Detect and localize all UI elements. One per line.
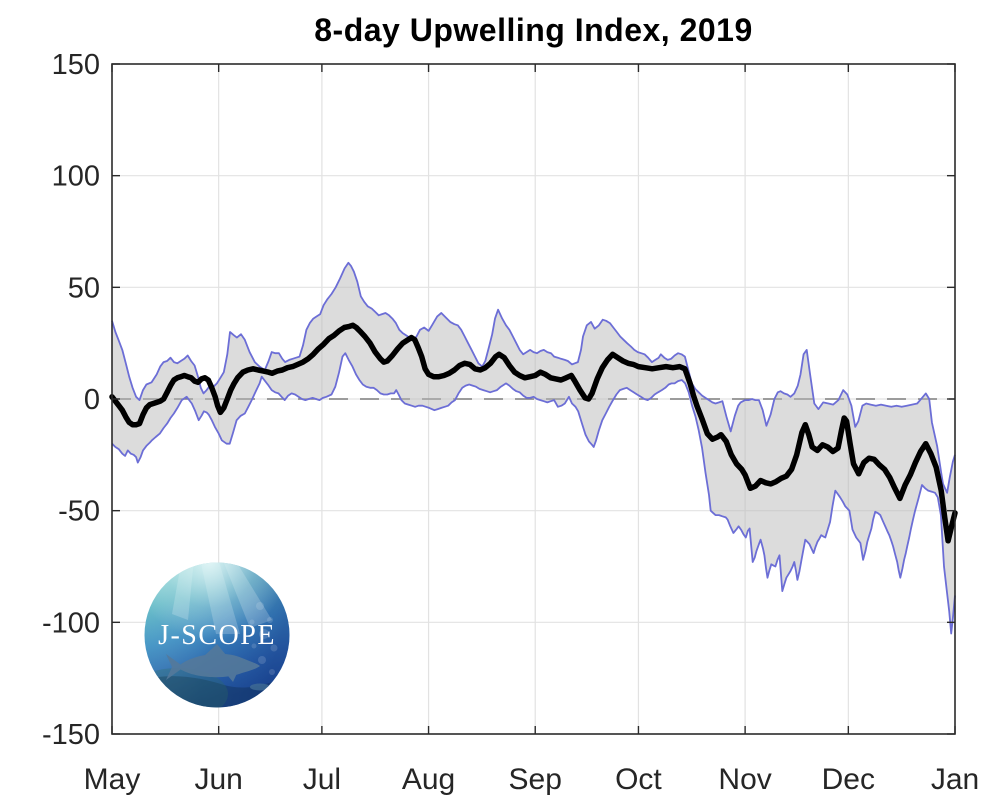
y-tick-label: -150 (42, 719, 100, 751)
jscope-logo: J-SCOPE (144, 562, 290, 708)
axes-box (111, 63, 956, 735)
x-tick-label: Aug (402, 763, 455, 796)
x-tick-label: Dec (822, 763, 875, 796)
envelope-lower-line (111, 352, 956, 635)
envelope-upper-line (111, 261, 956, 494)
y-tick-label: 100 (52, 161, 100, 193)
y-tick-label: 150 (52, 49, 100, 81)
x-tick-label: Jun (194, 763, 242, 796)
y-tick-label: -100 (42, 607, 100, 639)
x-tick-label: Jul (303, 763, 341, 796)
mean-line (109, 322, 958, 544)
x-tick-label: May (84, 763, 141, 796)
logo-bubbles (249, 602, 278, 675)
fish-icon (166, 644, 260, 682)
y-tick-label: 50 (68, 272, 100, 304)
x-tick-label: Nov (718, 763, 771, 796)
logo-text: J-SCOPE (158, 620, 276, 651)
x-tick-label: Jan (931, 763, 979, 796)
chart-title: 8-day Upwelling Index, 2019 (314, 12, 753, 48)
x-tick-label: Oct (615, 763, 662, 796)
jscope-logo-image: J-SCOPE (144, 562, 290, 708)
ensemble-range-band (112, 262, 955, 634)
y-tick-label: -50 (58, 496, 100, 528)
y-tick-label: 0 (84, 384, 100, 416)
x-tick-label: Sep (509, 763, 562, 796)
